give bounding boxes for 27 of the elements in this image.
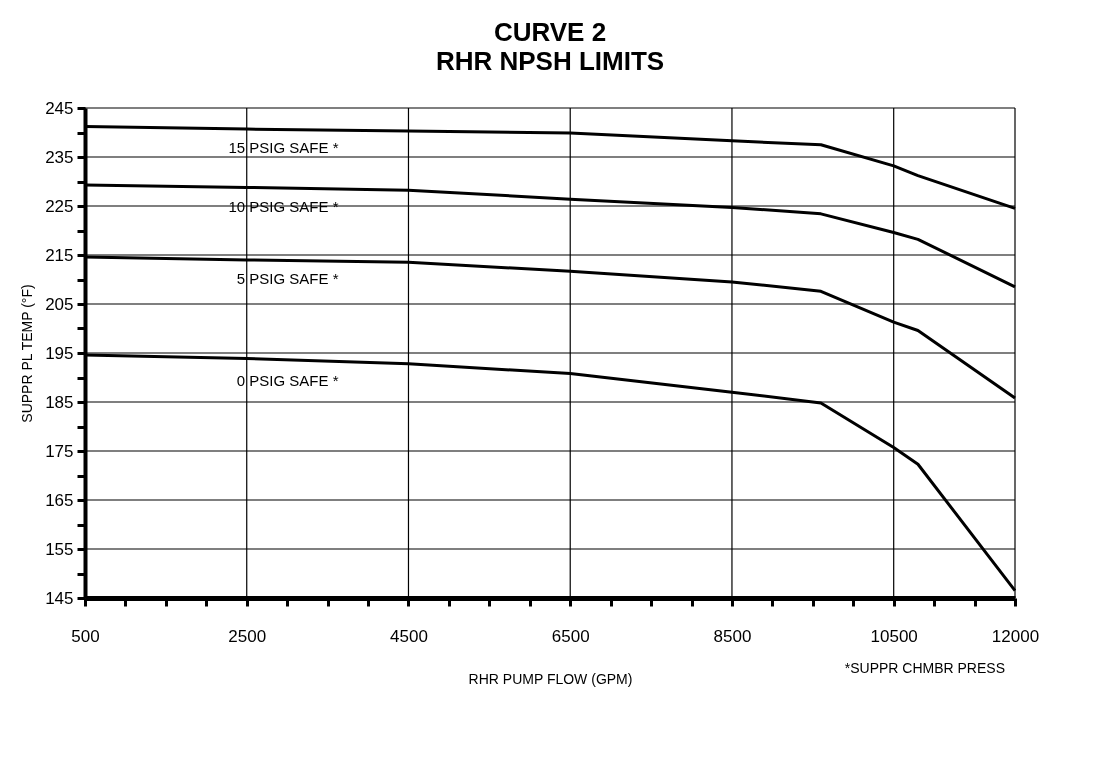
y-tick-label: 165 <box>45 490 74 510</box>
y-tick-label: 185 <box>45 392 74 412</box>
x-tick-label: 2500 <box>228 626 267 646</box>
y-tick-label: 205 <box>45 294 74 314</box>
y-tick-label: 215 <box>45 245 74 265</box>
chart-title: CURVE 2 <box>493 17 607 47</box>
x-tick-label: 12000 <box>991 626 1040 646</box>
x-tick-label: 10500 <box>870 626 918 646</box>
series-label: 15 PSIG SAFE * <box>228 139 339 157</box>
y-tick-label: 245 <box>45 98 74 118</box>
series-label: 10 PSIG SAFE * <box>228 198 339 216</box>
x-tick-label: 500 <box>71 626 100 646</box>
x-tick-label: 8500 <box>713 626 752 646</box>
x-tick-label: 6500 <box>551 626 590 646</box>
x-tick-label: 4500 <box>390 626 428 646</box>
chart-subtitle: RHR NPSH LIMITS <box>435 46 665 76</box>
y-tick-label: 155 <box>45 539 74 559</box>
y-tick-label: 195 <box>45 343 74 363</box>
y-tick-label: 235 <box>45 147 74 167</box>
y-tick-label: 225 <box>45 196 74 216</box>
y-tick-label: 145 <box>45 588 74 608</box>
series-label: 5 PSIG SAFE * <box>236 270 339 288</box>
x-axis-title: RHR PUMP FLOW (GPM) <box>468 670 633 687</box>
y-tick-label: 175 <box>45 441 74 461</box>
text: *SUPPR CHMBR PRESS <box>844 660 1005 676</box>
series-label: 0 PSIG SAFE * <box>236 371 339 389</box>
y-axis-title: SUPPR PL TEMP (°F) <box>19 284 36 423</box>
